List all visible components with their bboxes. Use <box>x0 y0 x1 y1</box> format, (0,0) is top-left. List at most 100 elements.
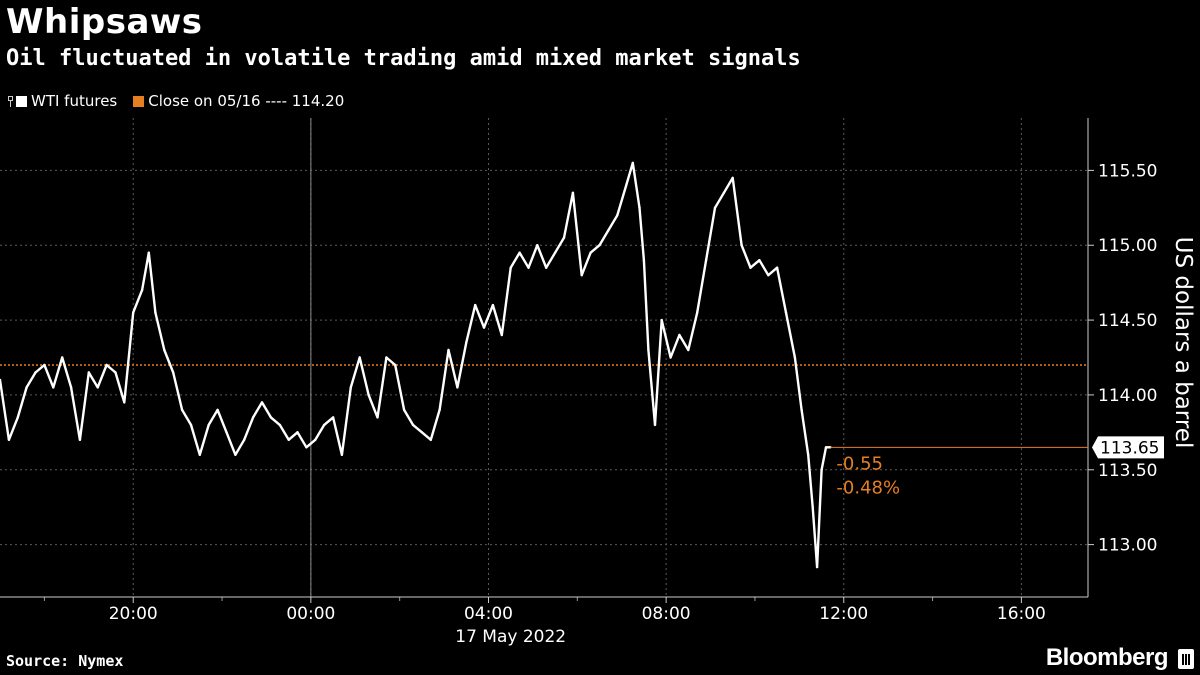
data-point <box>758 259 761 262</box>
data-point <box>456 386 459 389</box>
data-point <box>123 401 126 404</box>
data-point <box>172 371 175 374</box>
data-point <box>132 311 135 314</box>
data-point <box>784 311 788 314</box>
data-point <box>34 371 37 374</box>
data-point <box>105 363 108 367</box>
legend-swatch-wti <box>16 95 27 107</box>
data-point <box>678 333 681 337</box>
data-point <box>225 431 228 434</box>
data-point <box>331 416 335 419</box>
x-tick-label: 20:00 <box>109 604 158 624</box>
data-point <box>16 416 19 419</box>
y-tick-label: 115.50 <box>1098 161 1157 181</box>
annotation-layer: 113.65 -0.55 -0.48% <box>830 436 1164 498</box>
data-point <box>474 303 477 307</box>
grid-layer <box>0 118 1088 597</box>
data-point <box>740 244 743 247</box>
data-point <box>824 446 828 449</box>
last-value-label: 113.65 <box>1100 438 1159 458</box>
y-tick-label: 113.50 <box>1098 461 1157 481</box>
pin-icon <box>8 95 14 107</box>
legend-item-wti: WTI futures <box>8 92 117 110</box>
data-point <box>642 259 646 262</box>
data-point <box>553 251 557 254</box>
data-point <box>251 416 255 419</box>
data-point <box>411 423 415 427</box>
data-point <box>731 176 734 180</box>
data-point <box>660 318 663 322</box>
data-point <box>447 348 450 352</box>
data-point <box>314 438 317 441</box>
x-tick-label: 16:00 <box>997 604 1046 624</box>
chart-title: Whipsaws <box>6 2 203 42</box>
data-point <box>323 423 326 427</box>
legend-swatch-close <box>133 95 145 107</box>
y-tick-label: 113.00 <box>1098 536 1157 556</box>
data-point <box>500 333 503 337</box>
data-point <box>87 371 91 374</box>
data-point <box>429 438 432 441</box>
data-point <box>631 161 634 165</box>
data-point <box>358 356 361 359</box>
data-point <box>96 386 99 389</box>
data-point <box>793 356 797 359</box>
data-point <box>491 303 495 307</box>
data-point <box>767 274 770 277</box>
data-point <box>402 408 406 412</box>
data-point <box>653 423 657 427</box>
data-point <box>180 408 184 412</box>
data-point <box>78 438 82 441</box>
series-layer <box>0 161 832 569</box>
data-point <box>800 408 803 412</box>
x-tick-label: 08:00 <box>642 604 691 624</box>
data-point <box>811 506 814 509</box>
data-point <box>52 386 55 389</box>
legend-label-wti: WTI futures <box>31 92 118 110</box>
data-point <box>260 401 264 404</box>
data-point <box>340 453 344 456</box>
data-point <box>305 446 308 449</box>
bloomberg-logo: Bloomberg <box>1045 644 1169 671</box>
chart-subtitle: Oil fluctuated in volatile trading amid … <box>6 46 801 71</box>
x-tick-label: 04:00 <box>464 604 513 624</box>
data-point <box>349 386 352 389</box>
x-axis-date-label: 17 May 2022 <box>455 627 566 647</box>
y-tick-label: 114.00 <box>1098 386 1157 406</box>
data-point <box>269 416 273 419</box>
data-point <box>482 326 486 329</box>
data-point <box>545 266 548 269</box>
data-point <box>580 274 583 277</box>
data-point <box>589 251 592 254</box>
data-point <box>216 408 219 412</box>
y-axis-label: US dollars a barrel <box>1170 237 1196 449</box>
data-point <box>598 244 601 247</box>
data-point <box>198 453 201 456</box>
data-point <box>713 206 717 209</box>
data-point <box>687 348 690 352</box>
data-point <box>669 356 672 359</box>
data-point <box>7 438 11 441</box>
data-point <box>829 446 832 449</box>
data-point <box>154 311 157 314</box>
data-point <box>25 386 28 389</box>
series-line-wti <box>0 161 831 569</box>
data-point <box>140 288 144 292</box>
x-tick-label: 12:00 <box>819 604 868 624</box>
data-point <box>61 356 64 359</box>
data-point <box>749 266 752 269</box>
chart-legend: WTI futures Close on 05/16 ---- 114.20 <box>8 92 360 110</box>
data-point <box>0 378 2 382</box>
data-point <box>696 311 699 314</box>
data-point <box>465 341 468 344</box>
y-tick-label: 115.00 <box>1098 236 1157 256</box>
last-value-badge <box>1092 436 1164 459</box>
data-point <box>43 363 46 367</box>
data-point <box>527 266 530 269</box>
data-point <box>571 191 575 194</box>
data-point <box>625 184 628 187</box>
source-note: Source: Nymex <box>6 652 124 670</box>
legend-item-close: Close on 05/16 ---- 114.20 <box>133 92 344 110</box>
data-point <box>147 251 150 254</box>
data-point <box>420 431 424 434</box>
